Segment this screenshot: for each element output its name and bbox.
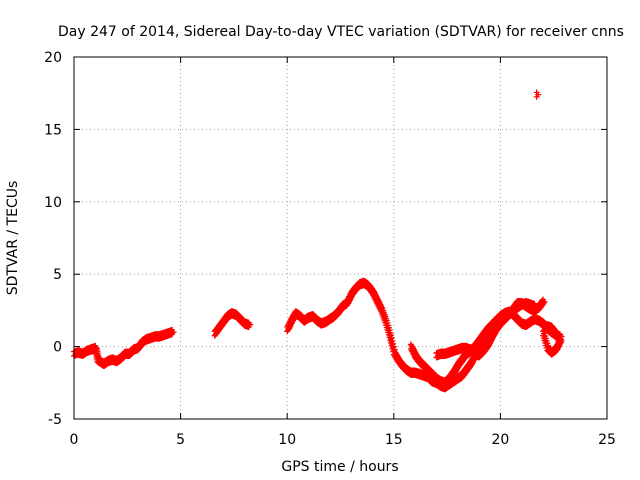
data-point-segment-1 [169,331,176,338]
x-tick-label: 5 [176,432,185,448]
y-tick-label: 5 [53,267,62,283]
x-tick-label: 0 [70,432,79,448]
y-axis-label: SDTVAR / TECUs [5,181,21,296]
data-point-segment-5 [539,301,546,308]
data-point-outlier [533,93,540,100]
plot-frame [73,56,608,420]
grid-lines [74,57,607,419]
x-tick-label: 10 [278,432,296,448]
data-point-segment-6 [540,332,547,339]
y-tick-label: -5 [48,412,62,428]
x-axis-label: GPS time / hours [281,459,398,475]
y-tick-label: 15 [44,122,62,138]
x-tick-label: 15 [385,432,403,448]
x-tick-label: 20 [491,432,509,448]
x-tick-label: 25 [598,432,616,448]
chart-title: Day 247 of 2014, Sidereal Day-to-day VTE… [58,24,624,40]
data-point-segment-2 [245,324,252,331]
data-points [71,89,565,393]
axis-ticks: 0 5 10 15 20 25 -5 0 5 10 15 20 [44,50,616,448]
data-point-segment-5 [540,300,547,307]
y-tick-label: 0 [53,340,62,356]
data-point-segment-6 [545,347,552,354]
y-tick-label: 10 [44,195,62,211]
y-tick-label: 20 [44,50,62,66]
